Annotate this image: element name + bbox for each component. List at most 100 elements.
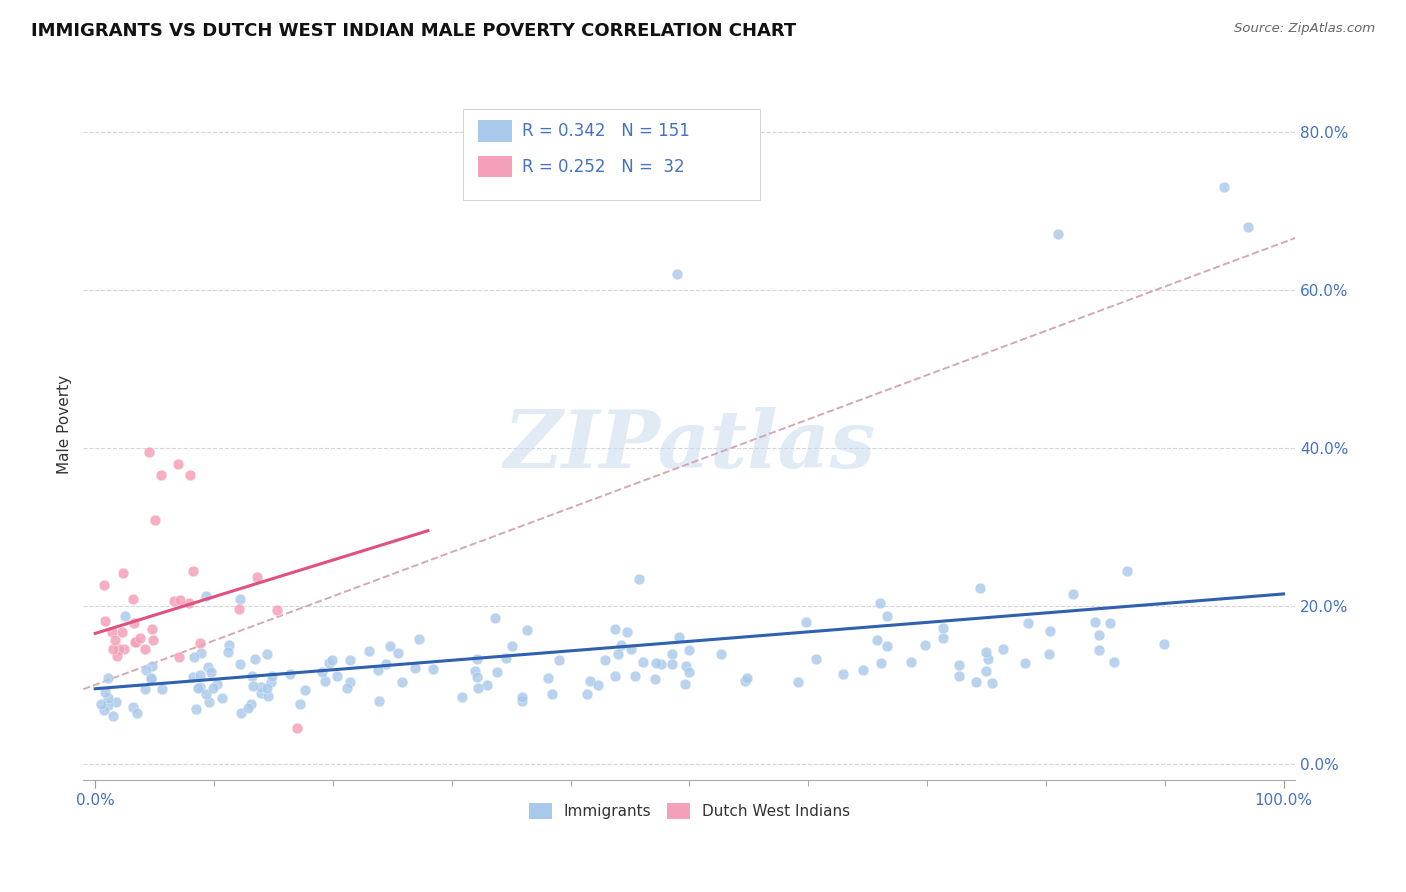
Point: [991, 642, 1014, 657]
Point: [368, 694, 391, 708]
Point: [616, 624, 638, 639]
Point: [96, 690, 118, 705]
Point: [605, 669, 627, 683]
Point: [211, 690, 233, 705]
Point: [387, 646, 409, 660]
Point: [141, 659, 163, 673]
FancyBboxPatch shape: [478, 120, 512, 142]
Point: [105, 648, 128, 663]
Point: [852, 664, 875, 678]
Point: [1237, 219, 1260, 234]
Point: [142, 633, 165, 648]
Point: [104, 633, 127, 648]
Point: [974, 645, 997, 659]
Point: [194, 687, 217, 701]
Point: [134, 642, 156, 657]
Text: R = 0.342   N = 151: R = 0.342 N = 151: [522, 122, 690, 140]
Point: [240, 669, 263, 683]
Point: [633, 655, 655, 669]
Point: [675, 659, 697, 673]
Point: [104, 695, 127, 709]
Point: [464, 664, 486, 678]
Point: [422, 662, 444, 676]
Point: [866, 633, 889, 648]
Point: [101, 641, 124, 656]
Point: [311, 665, 333, 679]
Point: [314, 673, 336, 688]
Point: [218, 644, 240, 658]
Point: [1084, 615, 1107, 630]
Point: [183, 650, 205, 665]
Point: [121, 700, 143, 714]
Point: [586, 678, 609, 692]
Point: [501, 639, 523, 653]
Point: [229, 592, 252, 607]
Point: [125, 706, 148, 720]
Point: [484, 611, 506, 625]
Point: [111, 566, 134, 580]
Point: [869, 596, 891, 610]
Point: [668, 630, 690, 644]
Point: [650, 657, 672, 671]
Point: [948, 669, 970, 683]
Point: [90, 697, 112, 711]
Point: [177, 596, 200, 610]
Point: [627, 572, 650, 586]
Point: [1153, 637, 1175, 651]
Point: [465, 670, 488, 684]
Point: [149, 468, 172, 483]
Point: [804, 651, 827, 665]
Point: [188, 667, 211, 681]
Point: [93, 703, 115, 717]
Point: [138, 444, 160, 458]
Point: [339, 652, 361, 666]
Point: [243, 651, 266, 665]
Point: [900, 655, 922, 669]
Point: [169, 593, 191, 607]
Point: [139, 671, 162, 685]
Point: [673, 676, 696, 690]
Point: [367, 663, 389, 677]
Point: [974, 664, 997, 678]
Point: [666, 267, 689, 281]
Point: [218, 639, 240, 653]
Point: [1017, 615, 1039, 630]
Text: IMMIGRANTS VS DUTCH WEST INDIAN MALE POVERTY CORRELATION CHART: IMMIGRANTS VS DUTCH WEST INDIAN MALE POV…: [31, 22, 796, 40]
Point: [408, 632, 430, 647]
Point: [1102, 655, 1125, 669]
Point: [93, 684, 115, 698]
Point: [620, 641, 643, 656]
Point: [404, 661, 426, 675]
Point: [181, 564, 204, 578]
Point: [167, 457, 190, 471]
Point: [1038, 648, 1060, 662]
Point: [1088, 643, 1111, 657]
Point: [128, 631, 150, 645]
Point: [197, 660, 219, 674]
Point: [512, 690, 534, 704]
Point: [374, 657, 396, 672]
Point: [932, 631, 955, 645]
Point: [678, 665, 700, 680]
Point: [207, 677, 229, 691]
Point: [200, 665, 222, 680]
Point: [710, 647, 733, 661]
Point: [537, 672, 560, 686]
Point: [179, 468, 201, 483]
Point: [932, 621, 955, 635]
Point: [1062, 587, 1084, 601]
Point: [188, 636, 211, 650]
Point: [101, 708, 124, 723]
Point: [831, 667, 853, 681]
Point: [134, 682, 156, 697]
Point: [190, 646, 212, 660]
Point: [141, 673, 163, 687]
Point: [876, 639, 898, 653]
Legend: Immigrants, Dutch West Indians: Immigrants, Dutch West Indians: [523, 797, 856, 825]
Point: [318, 656, 340, 670]
Text: R = 0.252   N =  32: R = 0.252 N = 32: [522, 158, 685, 176]
Point: [250, 686, 273, 700]
Point: [93, 578, 115, 592]
Point: [644, 672, 666, 686]
Point: [976, 652, 998, 666]
